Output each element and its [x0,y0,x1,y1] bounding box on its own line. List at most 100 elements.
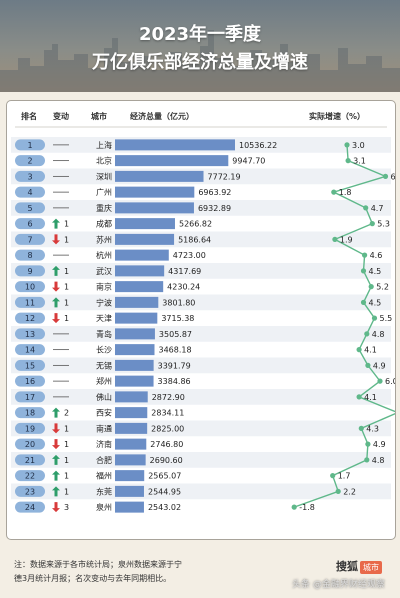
city-label: 苏州 [96,234,112,244]
gdp-bar [115,233,175,245]
gdp-bar [115,375,154,387]
rank-badge [15,281,45,293]
table-row-bg [11,294,391,311]
rank-label: 18 [25,409,35,418]
city-label: 天津 [96,313,112,323]
gdp-bar [115,422,148,434]
header-change: 变动 [53,111,69,121]
growth-value-label: 4.1 [364,393,377,402]
rank-up-arrow-icon [52,407,60,418]
table-row-bg [11,452,391,468]
growth-point [330,473,336,479]
rank-badge [15,170,45,182]
city-label: 西安 [96,408,112,418]
rank-badge [15,155,45,167]
growth-value-label: 4.8 [372,330,385,339]
rank-label: 12 [25,314,35,323]
rank-down-arrow-icon [52,234,60,245]
table-row-bg [11,357,391,374]
gdp-value-label: 2746.80 [150,440,183,449]
source-note-line2: 德3月统计月报；名次变动与去年同期相比。 [14,574,172,583]
brand-logo-block: 搜狐 城市 [336,555,382,574]
gdp-bar [115,391,148,403]
rank-badge [15,359,45,371]
gdp-bar [115,470,145,482]
gdp-value-label: 3391.79 [158,361,191,370]
growth-value-label: 4.7 [371,204,384,213]
gdp-value-label: 3384.86 [158,377,191,386]
rank-badge [15,470,45,482]
gdp-bar [115,344,155,356]
rank-label: 13 [25,330,35,339]
city-label: 南通 [96,423,112,433]
gdp-value-label: 3468.18 [159,346,192,355]
gdp-bar [115,218,175,230]
growth-value-label: 5.5 [380,314,393,323]
footer: 注：数据来源于各市统计局；泉州数据来源于宁 德3月统计月报；名次变动与去年同期相… [0,545,400,598]
growth-point [345,158,351,164]
growth-value-label: 4.5 [369,267,382,276]
rank-badge [15,422,45,434]
city-label: 上海 [96,140,112,150]
rank-change-value: 1 [64,298,69,307]
gdp-bar [115,312,158,324]
ranking-chart: 排名 变动 城市 经济总量（亿元） 实际增速（%） 1 上海 10536.22 2 北京 9947.… [11,111,395,513]
rank-badge [15,438,45,450]
gdp-bar [115,438,147,450]
city-label: 佛山 [96,392,112,402]
rank-label: 1 [27,141,32,150]
rank-down-arrow-icon [52,313,60,324]
growth-point [371,315,378,321]
rank-change-value: 1 [64,314,69,323]
table-row-bg [11,231,391,248]
growth-point [377,378,383,384]
gdp-bar [115,296,159,308]
rank-badge [15,139,45,151]
rank-label: 19 [25,424,35,433]
city-label: 重庆 [96,203,112,213]
chart-panel: 排名 变动 城市 经济总量（亿元） 实际增速（%） 1 上海 10536.22 2 北京 9947.… [6,100,396,540]
city-label: 福州 [96,472,112,481]
gdp-bar [115,359,154,371]
city-label: 青岛 [96,329,112,339]
rank-label: 3 [27,172,32,181]
rank-badge [15,296,45,308]
growth-point [356,347,362,353]
rank-up-arrow-icon [52,218,60,229]
gdp-bar [115,249,169,261]
rank-label: 23 [25,487,35,496]
rank-change-value: 1 [64,456,69,465]
gdp-value-label: 6963.92 [198,188,231,197]
city-label: 郑州 [96,376,112,386]
rank-label: 16 [25,377,35,386]
rank-badge [15,265,45,277]
header-rank: 排名 [21,111,37,121]
rank-change-value: 3 [64,503,69,512]
gdp-bar [115,485,144,497]
table-row-bg [11,200,391,216]
rank-label: 9 [27,267,32,276]
gdp-value-label: 9947.70 [232,157,265,166]
growth-point [364,457,370,463]
rank-badge [15,328,45,340]
gdp-value-label: 3715.38 [161,314,194,323]
growth-value-label: -1.8 [299,503,315,512]
rank-down-arrow-icon [52,439,60,450]
rank-badge [15,485,45,497]
growth-point [368,284,374,290]
rank-label: 22 [25,472,35,481]
city-label: 合肥 [96,455,112,465]
city-label: 东莞 [96,486,112,496]
gdp-value-label: 3801.80 [162,298,195,307]
city-label: 济南 [96,439,112,449]
gdp-value-label: 7772.19 [208,172,241,181]
growth-value-label: 4.9 [373,440,386,449]
table-row-bg [11,263,391,279]
city-label: 长沙 [96,345,112,355]
growth-value-label: 5.2 [376,283,389,292]
rank-change-value: 2 [64,409,69,418]
gdp-value-label: 6932.89 [198,204,231,213]
gdp-bar [115,328,155,340]
city-label: 武汉 [96,266,112,276]
growth-value-label: 4.3 [366,424,379,433]
